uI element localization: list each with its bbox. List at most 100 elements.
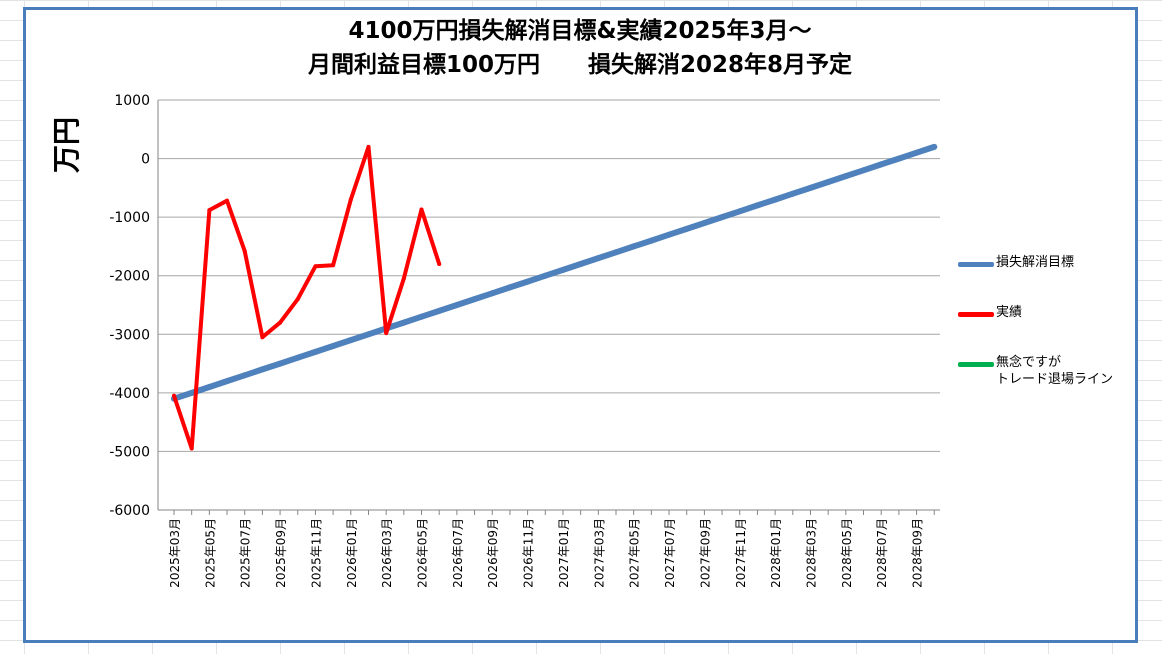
series-1-point bbox=[225, 198, 230, 203]
series-0-point bbox=[842, 173, 849, 180]
x-tick-label: 2025年09月 bbox=[274, 518, 288, 588]
series-0-point bbox=[701, 220, 708, 226]
series-1-point bbox=[348, 197, 353, 202]
series-0-point bbox=[719, 214, 726, 221]
series-0-point bbox=[542, 272, 549, 279]
x-tick-label: 2027年09月 bbox=[698, 518, 712, 588]
series-1-point bbox=[366, 144, 371, 149]
x-tick-label: 2026年01月 bbox=[345, 518, 359, 588]
x-tick-label: 2028年07月 bbox=[875, 518, 889, 588]
series-0-point bbox=[577, 261, 584, 267]
legend: 損失解消目標 実績 無念ですが トレード退場ライン bbox=[958, 250, 1133, 400]
legend-swatch-target bbox=[958, 262, 994, 267]
series-0-point bbox=[754, 202, 761, 209]
series-0-point bbox=[683, 225, 690, 232]
legend-swatch-actual bbox=[958, 312, 994, 317]
series-1-point bbox=[242, 249, 247, 254]
series-0-point bbox=[259, 366, 266, 373]
y-tick-label: -4000 bbox=[109, 386, 150, 402]
legend-label-actual: 実績 bbox=[996, 305, 1023, 320]
series-1-point bbox=[278, 320, 283, 325]
series-0-point bbox=[188, 389, 195, 396]
series-0-point bbox=[789, 190, 796, 197]
x-tick-label: 2028年03月 bbox=[804, 518, 818, 588]
x-tick-label: 2026年03月 bbox=[380, 518, 394, 588]
series-1-point bbox=[313, 264, 318, 269]
x-tick-label: 2025年05月 bbox=[203, 518, 217, 588]
series-0-point bbox=[365, 331, 372, 338]
series-0-point bbox=[241, 372, 248, 379]
series-0-point bbox=[630, 243, 637, 250]
x-tick-label: 2028年05月 bbox=[840, 518, 854, 588]
chart-frame[interactable] bbox=[23, 7, 1138, 643]
x-tick-label: 2027年01月 bbox=[557, 518, 571, 588]
series-1-point bbox=[172, 393, 176, 398]
y-tick-label: -3000 bbox=[109, 327, 150, 343]
chart-title: 4100万円損失解消目標&実績2025年3月～ 月間利益目標100万円 損失解消… bbox=[220, 14, 940, 82]
x-tick-label: 2026年09月 bbox=[486, 518, 500, 588]
series-1-point bbox=[260, 335, 265, 340]
series-line-1 bbox=[172, 144, 442, 451]
x-tick-label: 2025年07月 bbox=[239, 518, 253, 588]
series-1-point bbox=[189, 446, 194, 451]
y-tick-label: -2000 bbox=[109, 269, 150, 285]
series-0-point bbox=[312, 348, 319, 355]
y-tick-label: -1000 bbox=[109, 210, 150, 226]
legend-label-exit-line: 無念ですが トレード退場ライン bbox=[996, 355, 1114, 387]
series-0-point bbox=[506, 284, 513, 291]
y-tick-label: -5000 bbox=[109, 444, 150, 460]
x-tick-label: 2027年05月 bbox=[628, 518, 642, 588]
series-1-point bbox=[207, 208, 212, 213]
x-tick-label: 2025年11月 bbox=[309, 518, 323, 588]
series-0-point bbox=[895, 155, 902, 162]
y-tick-label: 0 bbox=[141, 152, 150, 168]
series-0-point bbox=[736, 208, 743, 215]
legend-label-target: 損失解消目標 bbox=[996, 255, 1075, 270]
series-0-point bbox=[277, 360, 284, 367]
y-tick-label: 1000 bbox=[114, 93, 150, 109]
series-1-point bbox=[401, 276, 406, 281]
x-tick-label: 2027年11月 bbox=[734, 518, 748, 588]
series-0-point bbox=[878, 161, 885, 168]
x-tick-label: 2026年05月 bbox=[416, 518, 430, 588]
series-0-point bbox=[436, 307, 443, 314]
series-0-point bbox=[206, 384, 213, 390]
series-0-point bbox=[595, 255, 602, 262]
series-0-point bbox=[330, 343, 337, 349]
chart-title-line-1: 4100万円損失解消目標&実績2025年3月～ bbox=[348, 18, 812, 44]
series-0-point bbox=[931, 143, 938, 150]
series-1-point bbox=[331, 263, 336, 268]
series-0-point bbox=[400, 319, 407, 326]
legend-item-exit-line[interactable]: 無念ですが トレード退場ライン bbox=[958, 350, 1133, 400]
series-0-point bbox=[347, 337, 354, 344]
series-0-point bbox=[666, 231, 673, 238]
x-tick-label: 2028年01月 bbox=[769, 518, 783, 588]
x-tick-label: 2028年09月 bbox=[911, 518, 925, 588]
series-0-point bbox=[524, 278, 531, 285]
series-0-point bbox=[613, 249, 619, 256]
series-0-point bbox=[453, 302, 460, 308]
series-0-point bbox=[860, 167, 867, 174]
chart-title-line-2: 月間利益目標100万円 損失解消2028年8月予定 bbox=[307, 52, 853, 78]
series-1-point bbox=[384, 331, 389, 336]
legend-item-target[interactable]: 損失解消目標 bbox=[958, 250, 1133, 300]
y-tick-label: -6000 bbox=[109, 503, 150, 519]
x-tick-label: 2026年07月 bbox=[451, 518, 465, 588]
series-1-point bbox=[419, 207, 424, 212]
series-0-point bbox=[772, 196, 779, 203]
x-tick-label: 2025年03月 bbox=[168, 518, 182, 588]
series-line-0 bbox=[171, 143, 938, 402]
series-0-point bbox=[825, 179, 832, 185]
series-0-point bbox=[224, 378, 231, 385]
x-tick-label: 2026年11月 bbox=[522, 518, 536, 588]
series-0-point bbox=[913, 149, 920, 156]
series-0-point bbox=[489, 290, 496, 297]
series-0-point bbox=[294, 354, 301, 361]
series-0-point bbox=[559, 266, 566, 273]
legend-item-actual[interactable]: 実績 bbox=[958, 300, 1133, 350]
series-0-point bbox=[648, 237, 655, 244]
legend-swatch-exit-line bbox=[958, 362, 994, 367]
series-1-point bbox=[437, 262, 442, 266]
series-0-point bbox=[418, 313, 425, 320]
